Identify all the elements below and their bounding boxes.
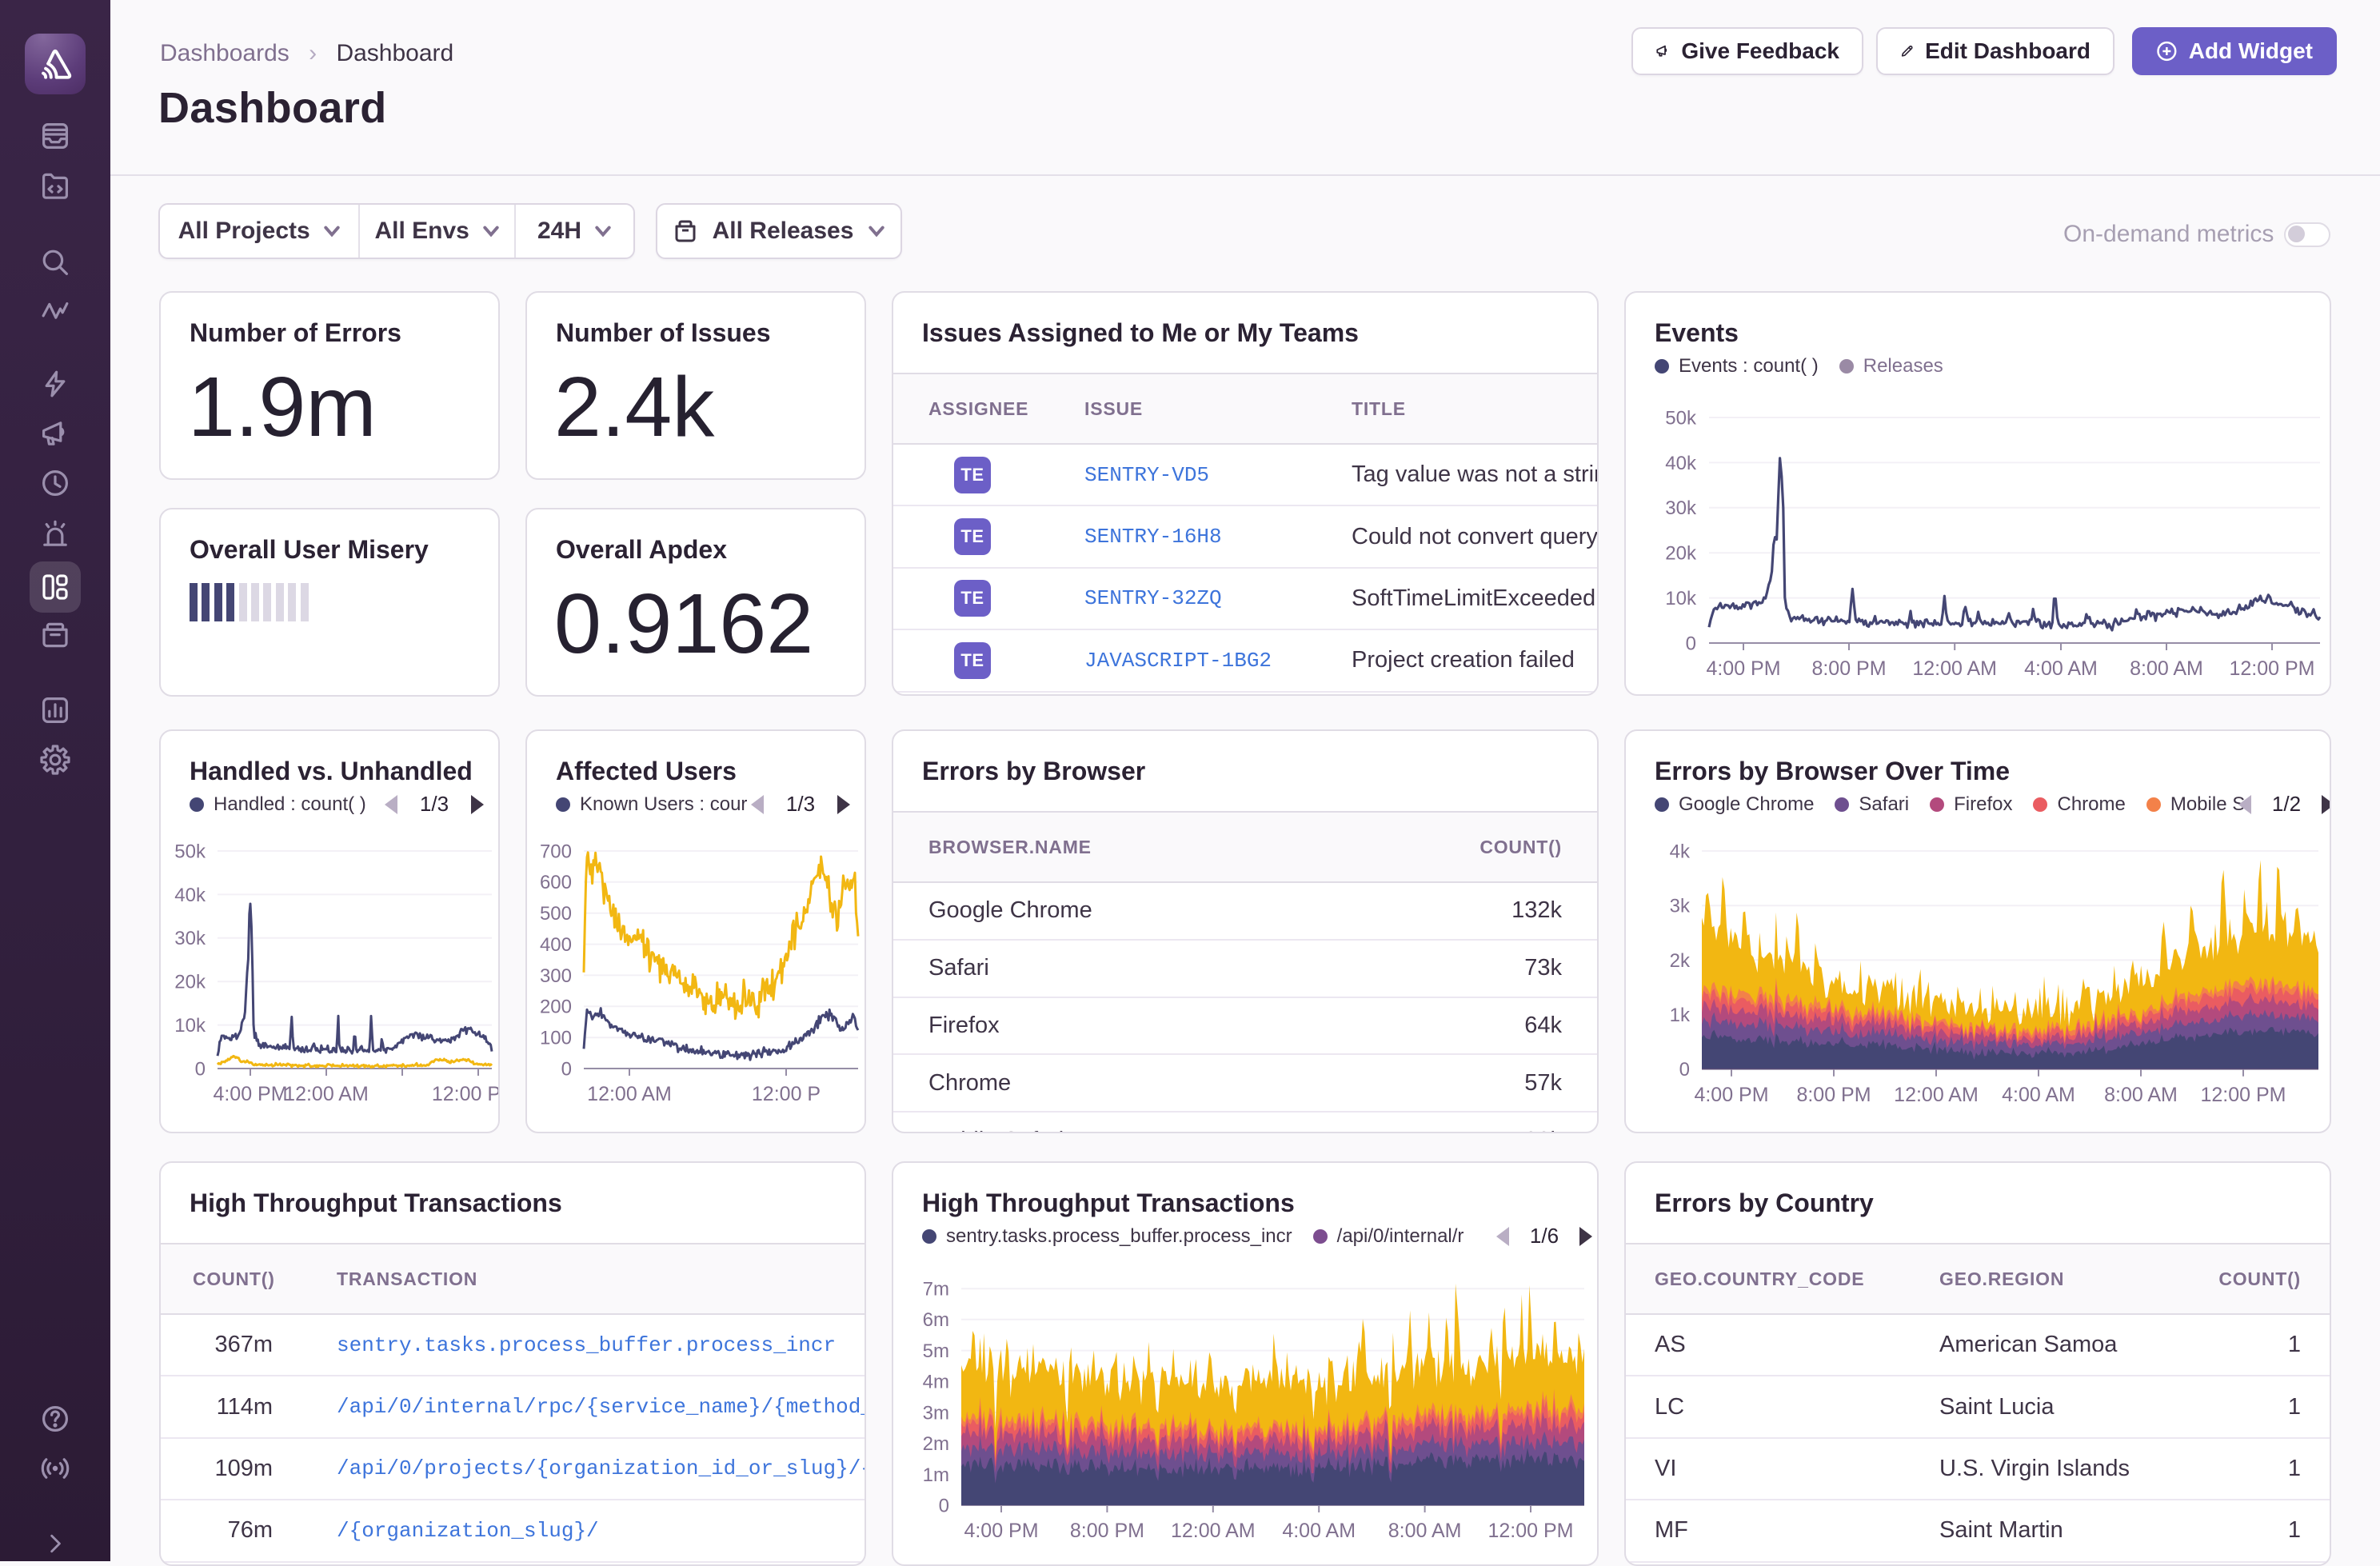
svg-text:6m: 6m	[923, 1309, 949, 1331]
svg-text:0: 0	[561, 1058, 572, 1080]
svg-text:4m: 4m	[923, 1372, 949, 1393]
svg-text:0: 0	[1679, 1059, 1690, 1081]
svg-text:8:00 PM: 8:00 PM	[1796, 1084, 1871, 1106]
svg-text:4:00 AM: 4:00 AM	[2024, 657, 2098, 680]
svg-text:1k: 1k	[1670, 1005, 1691, 1026]
svg-text:500: 500	[540, 903, 572, 925]
svg-text:10k: 10k	[1665, 588, 1697, 609]
svg-text:7m: 7m	[923, 1279, 949, 1300]
svg-text:12:00 AM: 12:00 AM	[1894, 1084, 1979, 1106]
svg-text:8:00 AM: 8:00 AM	[1388, 1520, 1462, 1542]
svg-text:0: 0	[1686, 633, 1696, 654]
svg-text:1m: 1m	[923, 1464, 949, 1486]
svg-text:2m: 2m	[923, 1433, 949, 1455]
svg-text:700: 700	[540, 841, 572, 862]
svg-text:12:00 AM: 12:00 AM	[587, 1083, 672, 1105]
svg-text:12:00 AM: 12:00 AM	[1171, 1520, 1256, 1542]
svg-text:0: 0	[939, 1495, 949, 1516]
svg-text:4:00 PM: 4:00 PM	[964, 1520, 1038, 1542]
svg-text:40k: 40k	[1665, 453, 1697, 474]
svg-text:3m: 3m	[923, 1402, 949, 1424]
svg-text:12:00 PM: 12:00 PM	[2229, 657, 2314, 680]
svg-text:8:00 AM: 8:00 AM	[2104, 1084, 2178, 1106]
svg-text:12:00 PM: 12:00 PM	[2200, 1084, 2286, 1106]
svg-text:4k: 4k	[1670, 841, 1691, 862]
svg-text:4:00 PM: 4:00 PM	[1706, 657, 1780, 680]
svg-text:20k: 20k	[1665, 543, 1697, 565]
svg-text:30k: 30k	[174, 928, 206, 949]
svg-text:0: 0	[195, 1058, 206, 1080]
svg-text:8:00 PM: 8:00 PM	[1070, 1520, 1144, 1542]
svg-text:3k: 3k	[1670, 896, 1691, 917]
svg-text:10k: 10k	[174, 1015, 206, 1037]
svg-text:4:00 AM: 4:00 AM	[2002, 1084, 2075, 1106]
svg-text:100: 100	[540, 1028, 572, 1049]
svg-text:2k: 2k	[1670, 950, 1691, 972]
svg-text:40k: 40k	[174, 885, 206, 906]
svg-text:30k: 30k	[1665, 497, 1697, 519]
svg-text:12:00 AM: 12:00 AM	[284, 1083, 369, 1105]
svg-text:200: 200	[540, 997, 572, 1018]
svg-text:4:00 PM: 4:00 PM	[1694, 1084, 1768, 1106]
svg-text:8:00 PM: 8:00 PM	[1811, 657, 1886, 680]
svg-text:50k: 50k	[1665, 407, 1697, 429]
svg-text:20k: 20k	[174, 972, 206, 993]
svg-text:300: 300	[540, 965, 572, 987]
svg-text:12:00 P: 12:00 P	[432, 1083, 500, 1105]
svg-text:4:00 AM: 4:00 AM	[1282, 1520, 1356, 1542]
svg-text:12:00 PM: 12:00 PM	[1488, 1520, 1573, 1542]
svg-text:600: 600	[540, 872, 572, 893]
svg-text:12:00 P: 12:00 P	[752, 1083, 821, 1105]
svg-text:50k: 50k	[174, 841, 206, 862]
svg-text:5m: 5m	[923, 1340, 949, 1362]
svg-text:12:00 AM: 12:00 AM	[1912, 657, 1997, 680]
svg-text:8:00 AM: 8:00 AM	[2130, 657, 2203, 680]
svg-text:4:00 PM: 4:00 PM	[213, 1083, 287, 1105]
svg-text:400: 400	[540, 934, 572, 956]
